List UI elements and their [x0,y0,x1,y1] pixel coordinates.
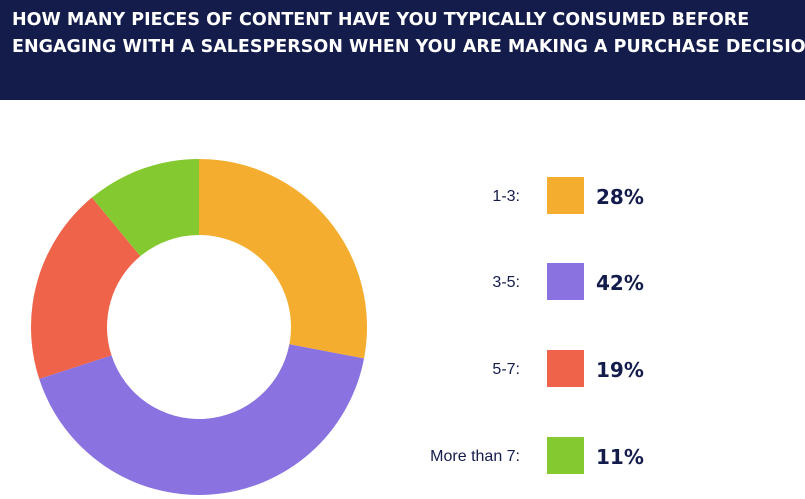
legend-swatch [547,350,584,387]
legend-swatch [547,263,584,300]
legend-label: 3-5: [492,274,520,291]
legend-label: More than 7: [430,448,520,465]
slice-1-3 [199,159,367,359]
legend-item: 5-7: 19% [380,350,680,390]
legend-value: 28% [596,185,644,209]
legend-item: 3-5: 42% [380,263,680,303]
header-banner: HOW MANY PIECES OF CONTENT HAVE YOU TYPI… [0,0,805,100]
slice-5-7 [30,197,141,379]
legend-value: 42% [596,271,644,295]
legend-item: 1-3: 28% [380,177,680,217]
chart-title-line-1: HOW MANY PIECES OF CONTENT HAVE YOU TYPI… [12,10,750,30]
slice-more-than-7 [91,159,199,257]
legend-value: 19% [596,358,644,382]
legend-label: 1-3: [492,188,520,205]
legend-item: More than 7: 11% [380,437,680,477]
legend-swatch [547,177,584,214]
slice-3-5 [39,344,365,496]
chart-title-line-2: ENGAGING WITH A SALESPERSON WHEN YOU ARE… [12,37,805,57]
legend-value: 11% [596,445,644,469]
legend-swatch [547,437,584,474]
legend-label: 5-7: [492,361,520,378]
donut-chart [30,159,367,496]
donut-slices [30,159,367,496]
